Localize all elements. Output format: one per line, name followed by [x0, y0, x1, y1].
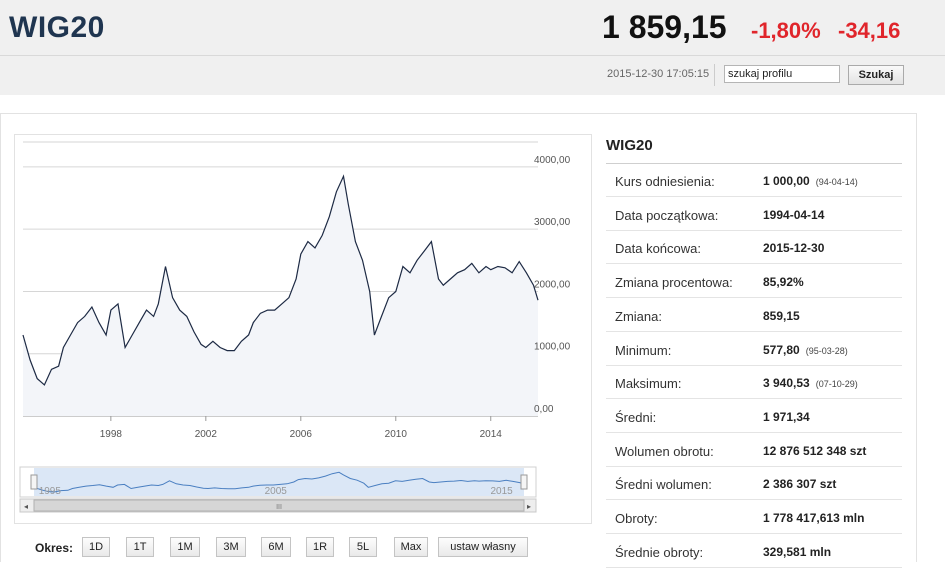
info-row: Data końcowa: 2015-12-30 — [606, 231, 902, 265]
navigator-line — [33, 471, 525, 493]
info-row-value-wrap: 329,581 mln — [763, 545, 831, 559]
period-button[interactable]: ustaw własny — [438, 537, 528, 557]
info-row-label: Obroty: — [615, 511, 658, 526]
x-tick-label: 2014 — [480, 429, 503, 440]
chart-frame — [14, 134, 592, 524]
info-row-value-wrap: 577,80 (95-03-28) — [763, 343, 848, 357]
info-row: Wolumen obrotu: 12 876 512 348 szt — [606, 434, 902, 467]
y-tick-label: 1000,00 — [534, 342, 571, 353]
content-panel — [0, 113, 917, 562]
x-tick-label: 2010 — [385, 429, 408, 440]
info-row-value-wrap: 85,92% — [763, 275, 804, 289]
info-row-value: 1 000,00 — [763, 174, 810, 188]
scrollbar-grip: III — [276, 504, 282, 511]
info-row-value: 859,15 — [763, 308, 800, 323]
info-row-label: Średnie obroty: — [615, 544, 704, 560]
info-row-value-wrap: 1 000,00 (94-04-14) — [763, 174, 858, 188]
info-row-label: Średni wolumen: — [615, 477, 712, 493]
info-row-value: 1994-04-14 — [763, 207, 825, 222]
y-tick-label: 4000,00 — [534, 155, 571, 166]
scroll-right-arrow[interactable]: ▸ — [527, 502, 531, 511]
info-row-date: (94-04-14) — [815, 177, 858, 187]
y-tick-label: 3000,00 — [534, 217, 571, 228]
info-row-date: (95-03-28) — [805, 345, 848, 356]
period-button[interactable]: Max — [394, 537, 428, 557]
info-row-value: 12 876 512 348 szt — [763, 443, 867, 458]
price-area — [23, 176, 538, 416]
x-tick-label: 2002 — [195, 429, 218, 440]
range-navigator[interactable]: 1995 2005 2015 ◂ ▸ III — [19, 466, 537, 513]
info-row: Zmiana procentowa: 85,92% — [606, 265, 902, 299]
navigator-year-label: 2005 — [265, 486, 288, 497]
search-input[interactable] — [724, 65, 840, 83]
info-row-value-wrap: 2015-12-30 — [763, 241, 824, 255]
info-row-label: Maksimum: — [615, 376, 682, 392]
period-button[interactable]: 3M — [216, 537, 246, 557]
period-button[interactable]: 1T — [126, 537, 154, 557]
navigator-left-handle[interactable] — [30, 474, 38, 490]
y-tick-label: 0,00 — [534, 404, 554, 415]
header-divider — [0, 55, 945, 56]
info-row-value-wrap: 12 876 512 348 szt — [763, 444, 866, 458]
info-divider — [606, 163, 902, 164]
info-row-value-wrap: 1 971,34 — [763, 410, 810, 424]
period-button[interactable]: 1M — [170, 537, 200, 557]
info-row-label: Średni: — [615, 409, 657, 425]
x-tick-label: 2006 — [290, 429, 313, 440]
navigator-year-label: 1995 — [39, 486, 62, 497]
search-divider — [714, 64, 715, 86]
info-row: Minimum: 577,80 (95-03-28) — [606, 333, 902, 366]
price-chart: 4000,00 3000,00 2000,00 1000,00 0,00 1998 200… — [19, 141, 571, 513]
info-row: Data początkowa: 1994-04-14 — [606, 198, 902, 231]
period-button[interactable]: 6M — [261, 537, 291, 557]
navigator-right-handle[interactable] — [520, 474, 528, 490]
y-tick-label: 2000,00 — [534, 279, 571, 290]
period-button[interactable]: 5L — [349, 537, 377, 557]
info-row-value-wrap: 859,15 — [763, 309, 800, 323]
info-row-value-wrap: 3 940,53 (07-10-29) — [763, 376, 858, 390]
info-row-label: Minimum: — [615, 342, 672, 358]
info-row-value: 329,581 mln — [763, 544, 832, 559]
info-row-value: 1 971,34 — [763, 409, 810, 424]
info-row: Średnie obroty: 329,581 mln — [606, 535, 902, 568]
scroll-left-arrow[interactable]: ◂ — [24, 502, 28, 511]
x-tick-label: 1998 — [100, 429, 123, 440]
info-row: Obroty: 1 778 417,613 mln — [606, 501, 902, 534]
change-percent: -1,80% — [751, 18, 821, 43]
info-row-value: 3 940,53 — [763, 376, 810, 391]
info-row-value: 1 778 417,613 mln — [763, 511, 865, 525]
info-row-label: Data końcowa: — [615, 241, 701, 257]
index-price: 1 859,15 — [602, 9, 727, 45]
change-absolute: -34,16 — [838, 18, 901, 43]
info-row-value: 577,80 — [763, 342, 800, 357]
info-row-value: 85,92% — [763, 275, 804, 290]
info-row: Średni: 1 971,34 — [606, 400, 902, 433]
header-bar: WIG20 1 859,15 -1,80% -34,16 2015-12-30 … — [0, 0, 945, 95]
info-row-label: Wolumen obrotu: — [615, 443, 714, 459]
info-row-date: (07-10-29) — [815, 379, 858, 390]
info-row: Maksimum: 3 940,53 (07-10-29) — [606, 366, 902, 400]
info-row-value: 2015-12-30 — [763, 241, 825, 256]
info-row: Średni wolumen: 2 386 307 szt — [606, 467, 902, 501]
info-row-label: Zmiana procentowa: — [615, 275, 733, 291]
navigator-year-label: 2015 — [491, 486, 514, 497]
info-row-label: Zmiana: — [615, 308, 662, 324]
scrollbar-thumb[interactable] — [33, 499, 525, 512]
info-row-label: Kurs odniesienia: — [615, 174, 715, 189]
info-row-value-wrap: 1994-04-14 — [763, 208, 824, 222]
info-row: Zmiana: 859,15 — [606, 299, 902, 332]
info-row-value-wrap: 1 778 417,613 mln — [763, 511, 864, 525]
quote-timestamp: 2015-12-30 17:05:15 — [607, 68, 710, 80]
period-button[interactable]: 1R — [306, 537, 334, 557]
info-row-label: Data początkowa: — [615, 207, 719, 223]
period-button[interactable]: 1D — [82, 537, 110, 557]
period-label: Okres: — [35, 541, 74, 555]
info-title: WIG20 — [606, 137, 653, 154]
info-row: Kurs odniesienia: 1 000,00 (94-04-14) — [606, 164, 902, 197]
info-row-value: 2 386 307 szt — [763, 477, 837, 492]
search-button[interactable]: Szukaj — [848, 65, 904, 85]
info-row-value-wrap: 2 386 307 szt — [763, 477, 836, 491]
price-line — [22, 174, 539, 386]
index-title: WIG20 — [9, 11, 105, 44]
